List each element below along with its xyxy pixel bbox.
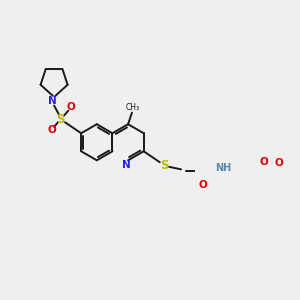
Text: NH: NH: [215, 163, 232, 173]
Text: N: N: [122, 160, 131, 170]
Text: O: O: [274, 158, 283, 168]
Text: S: S: [56, 112, 65, 126]
Text: O: O: [47, 125, 56, 135]
Text: N: N: [48, 96, 57, 106]
Text: S: S: [160, 159, 169, 172]
Text: O: O: [67, 103, 75, 112]
Text: O: O: [259, 157, 268, 167]
Text: CH₃: CH₃: [125, 103, 140, 112]
Text: O: O: [199, 180, 207, 190]
